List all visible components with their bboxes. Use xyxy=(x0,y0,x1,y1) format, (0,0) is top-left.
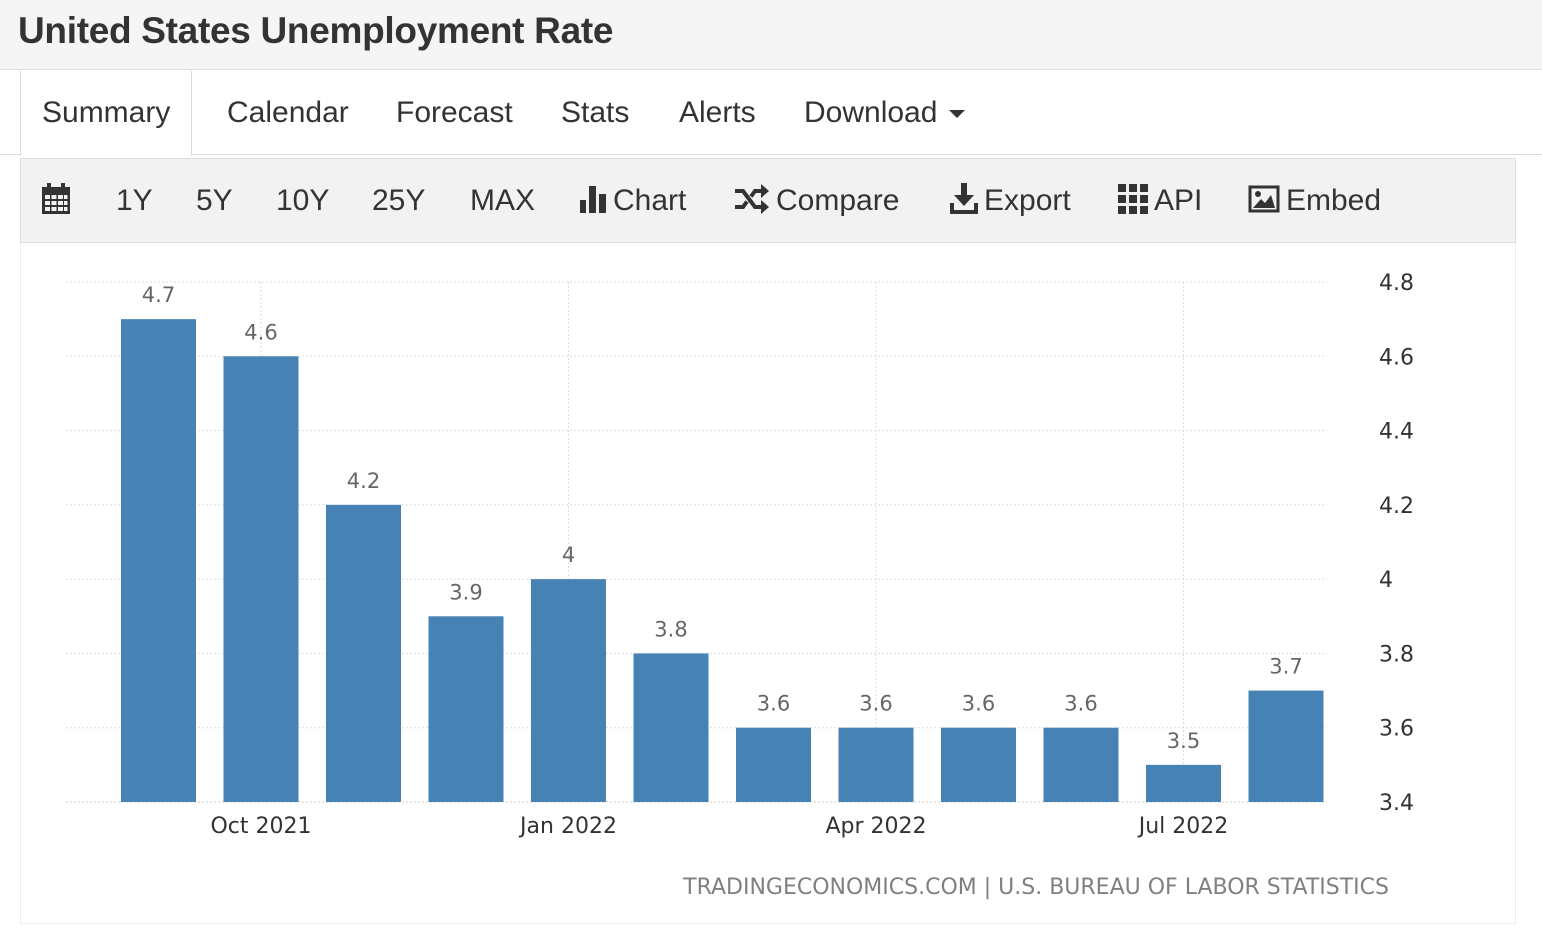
data-label: 3.6 xyxy=(859,692,892,716)
data-label: 3.8 xyxy=(654,617,687,641)
bar xyxy=(1043,727,1119,802)
bar xyxy=(736,727,811,802)
chart-button[interactable]: Chart xyxy=(579,159,686,242)
bar xyxy=(633,653,709,802)
calendar-icon xyxy=(42,183,70,215)
grid-icon xyxy=(1118,184,1148,215)
bar-chart: 4.7 4.6 4.2 3.9 4 3.8 3.6 3.6 3.6 3.6 3.5 3.7 3.4 3.6… xyxy=(66,271,1414,900)
download-icon xyxy=(950,183,978,215)
data-label: 3.6 xyxy=(757,692,790,716)
bar-chart-icon xyxy=(580,186,606,214)
x-tick-label: Oct 2021 xyxy=(210,814,311,839)
data-label: 3.6 xyxy=(962,692,995,716)
export-button-label: Export xyxy=(984,184,1071,217)
y-tick-label: 4.8 xyxy=(1379,271,1414,296)
data-label: 4.2 xyxy=(347,469,380,493)
y-tick-label: 4.6 xyxy=(1379,345,1414,370)
caret-down-icon xyxy=(949,110,966,119)
api-button-label: API xyxy=(1154,184,1203,217)
bar xyxy=(531,579,606,802)
source-credit: TRADINGECONOMICS.COM | U.S. BUREAU OF LA… xyxy=(682,875,1389,900)
tab-summary[interactable]: Summary xyxy=(20,71,193,156)
chart-toolbar: 1Y 5Y 10Y 25Y MAX Chart Compare Export xyxy=(20,158,1516,243)
range-5y-button[interactable]: 5Y xyxy=(196,184,233,217)
range-10y-button[interactable]: 10Y xyxy=(276,184,330,217)
x-tick-label: Jan 2022 xyxy=(518,814,617,839)
y-tick-label: 3.6 xyxy=(1379,717,1414,742)
range-max-button[interactable]: MAX xyxy=(470,184,536,217)
embed-button-label: Embed xyxy=(1286,184,1382,217)
compare-button[interactable]: Compare xyxy=(734,159,899,242)
data-label: 3.5 xyxy=(1167,729,1200,753)
tab-alerts[interactable]: Alerts xyxy=(679,96,756,129)
data-label: 4 xyxy=(562,543,575,567)
compare-button-label: Compare xyxy=(776,184,900,217)
bar xyxy=(1248,690,1324,802)
bar xyxy=(223,356,299,802)
date-picker-button[interactable] xyxy=(41,159,77,242)
data-label: 3.9 xyxy=(449,580,482,604)
data-label: 3.6 xyxy=(1064,692,1097,716)
range-25y-button[interactable]: 25Y xyxy=(372,184,426,217)
tab-stats[interactable]: Stats xyxy=(561,96,630,129)
export-button[interactable]: Export xyxy=(950,159,1071,242)
title-bar: United States Unemployment Rate xyxy=(0,0,1542,70)
shuffle-icon xyxy=(735,184,769,215)
chart-panel: 4.7 4.6 4.2 3.9 4 3.8 3.6 3.6 3.6 3.6 3.5 3.7 3.4 3.6… xyxy=(20,243,1516,924)
y-tick-label: 4.4 xyxy=(1379,420,1414,445)
bar xyxy=(941,727,1016,802)
bar xyxy=(1146,764,1221,802)
page-title: United States Unemployment Rate xyxy=(18,10,614,51)
y-tick-label: 4 xyxy=(1379,568,1393,593)
bar xyxy=(121,319,196,802)
tab-bar: Summary Calendar Forecast Stats Alerts D… xyxy=(0,71,1542,156)
tab-download-label: Download xyxy=(804,96,938,129)
api-button[interactable]: API xyxy=(1118,159,1202,242)
data-label: 4.7 xyxy=(142,283,175,307)
y-tick-label: 3.4 xyxy=(1379,791,1414,816)
bar xyxy=(428,616,504,802)
bar xyxy=(838,727,914,802)
y-tick-label: 3.8 xyxy=(1379,642,1414,667)
x-tick-label: Apr 2022 xyxy=(825,814,926,839)
tab-forecast[interactable]: Forecast xyxy=(396,96,513,129)
image-icon xyxy=(1248,185,1280,213)
data-label: 3.7 xyxy=(1269,655,1302,679)
y-tick-label: 4.2 xyxy=(1379,494,1414,519)
bar xyxy=(326,504,401,802)
tab-download[interactable]: Download xyxy=(804,71,966,155)
embed-button[interactable]: Embed xyxy=(1248,159,1381,242)
tab-calendar[interactable]: Calendar xyxy=(227,96,349,129)
chart-button-label: Chart xyxy=(613,184,687,217)
data-label: 4.6 xyxy=(244,320,277,344)
range-1y-button[interactable]: 1Y xyxy=(116,184,153,217)
x-tick-label: Jul 2022 xyxy=(1137,814,1229,839)
